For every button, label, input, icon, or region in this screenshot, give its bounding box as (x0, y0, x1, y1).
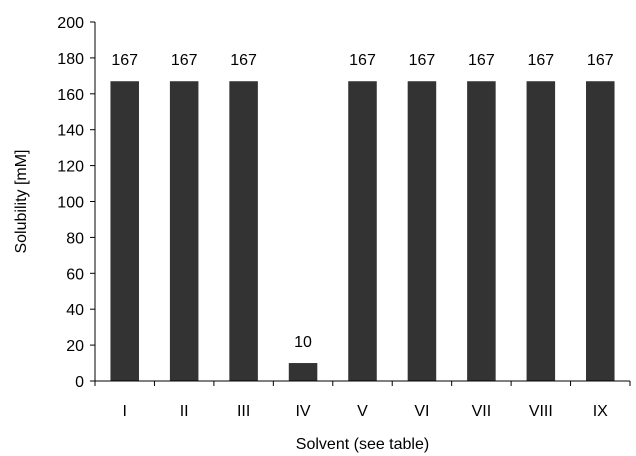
bar-IX (586, 81, 615, 382)
data-label-V: 167 (349, 52, 376, 69)
y-tick-label: 180 (57, 51, 84, 68)
y-tick-label: 0 (75, 374, 84, 391)
x-tick-label-I: I (122, 403, 126, 420)
data-label-IX: 167 (587, 52, 614, 69)
y-axis-title: Solubility [mM] (13, 149, 30, 253)
y-tick-label: 80 (66, 230, 84, 247)
x-tick-label-VII: VII (472, 403, 492, 420)
y-tick-label: 60 (66, 266, 84, 283)
x-tick-label-III: III (237, 403, 250, 420)
x-tick-label-V: V (357, 403, 368, 420)
x-axis-ticks: I II III IV V VI VII VIII IX (94, 381, 631, 420)
y-tick-label: 140 (57, 123, 84, 140)
y-tick-label: 200 (57, 15, 84, 32)
data-label-VII: 167 (468, 52, 495, 69)
data-label-VI: 167 (409, 52, 436, 69)
bar-IV (288, 363, 318, 381)
bar-VI (407, 81, 437, 382)
y-axis-ticks: 0 20 40 60 80 100 120 140 160 180 200 (57, 15, 95, 391)
y-tick-label: 100 (57, 195, 84, 212)
bar-V (348, 81, 377, 382)
x-tick-label-VIII: VIII (529, 403, 553, 420)
x-tick-label-VI: VI (414, 403, 429, 420)
data-label-III: 167 (230, 52, 257, 69)
bar-II (169, 81, 199, 382)
x-tick-label-IV: IV (295, 403, 310, 420)
bar-VIII (526, 81, 556, 382)
data-label-IV: 10 (294, 334, 312, 351)
data-label-II: 167 (171, 52, 198, 69)
bar-I (110, 81, 139, 382)
y-tick-label: 120 (57, 159, 84, 176)
y-tick-label: 160 (57, 87, 84, 104)
data-label-I: 167 (111, 52, 138, 69)
bar-VII (467, 81, 496, 382)
bars (110, 81, 615, 382)
bar-III (229, 81, 258, 382)
x-axis-title: Solvent (see table) (296, 436, 429, 453)
y-tick-label: 40 (66, 302, 84, 319)
data-label-VIII: 167 (527, 52, 554, 69)
y-tick-label: 20 (66, 338, 84, 355)
x-tick-label-II: II (180, 403, 189, 420)
data-labels: 167 167 167 10 167 167 167 167 167 (111, 52, 613, 351)
x-tick-label-IX: IX (593, 403, 608, 420)
